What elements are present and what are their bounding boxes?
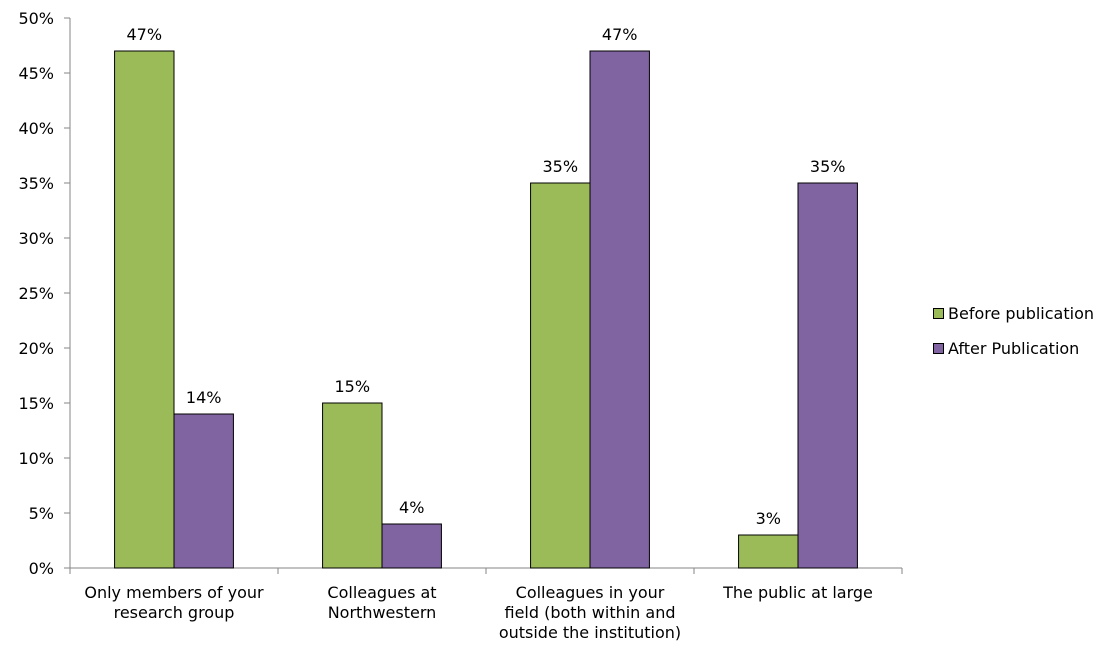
data-label: 4% [399,498,424,517]
y-tick-label: 15% [18,394,54,413]
legend: Before publication After Publication [933,302,1094,372]
legend-item-after: After Publication [933,337,1094,359]
data-label: 47% [127,25,163,44]
y-tick-label: 20% [18,339,54,358]
data-label: 35% [810,157,846,176]
x-tick-label: The public at large [722,583,873,602]
data-label: 3% [756,509,781,528]
y-tick-label: 0% [29,559,54,578]
bar [797,182,858,569]
y-tick-label: 40% [18,119,54,138]
y-tick-label: 30% [18,229,54,248]
y-tick-label: 50% [18,9,54,28]
data-label: 35% [543,157,579,176]
x-tick-label: Colleagues at Northwestern [327,583,436,622]
y-tick-label: 45% [18,64,54,83]
x-axis: Only members of your research group Collea… [69,567,903,642]
bar [381,523,442,569]
y-axis: 0% 5% 10% 15% 20% 25% 30% 35% 40% 45% 50% [18,9,71,578]
data-label: 47% [602,25,638,44]
legend-label-before: Before publication [948,303,1094,323]
legend-item-before: Before publication [933,302,1094,324]
bar [114,50,175,569]
x-tick-label: Only members of your research group [84,583,264,622]
legend-swatch-before [933,307,944,319]
legend-label-after: After Publication [948,338,1080,358]
bar [173,413,234,569]
bar [589,50,650,569]
bar [738,534,799,569]
y-tick-label: 35% [18,174,54,193]
legend-swatch-after [933,342,944,354]
data-labels: 47% 14% 15% 4% 35% 47% 3% 35% [127,25,846,528]
y-tick-label: 25% [18,284,54,303]
bars [114,50,858,569]
y-tick-label: 5% [29,504,54,523]
bar [530,182,591,569]
x-tick-label: Colleagues in your field (both within and… [499,583,681,642]
bar [322,402,383,569]
data-label: 14% [186,388,222,407]
data-label: 15% [335,377,371,396]
y-tick-label: 10% [18,449,54,468]
